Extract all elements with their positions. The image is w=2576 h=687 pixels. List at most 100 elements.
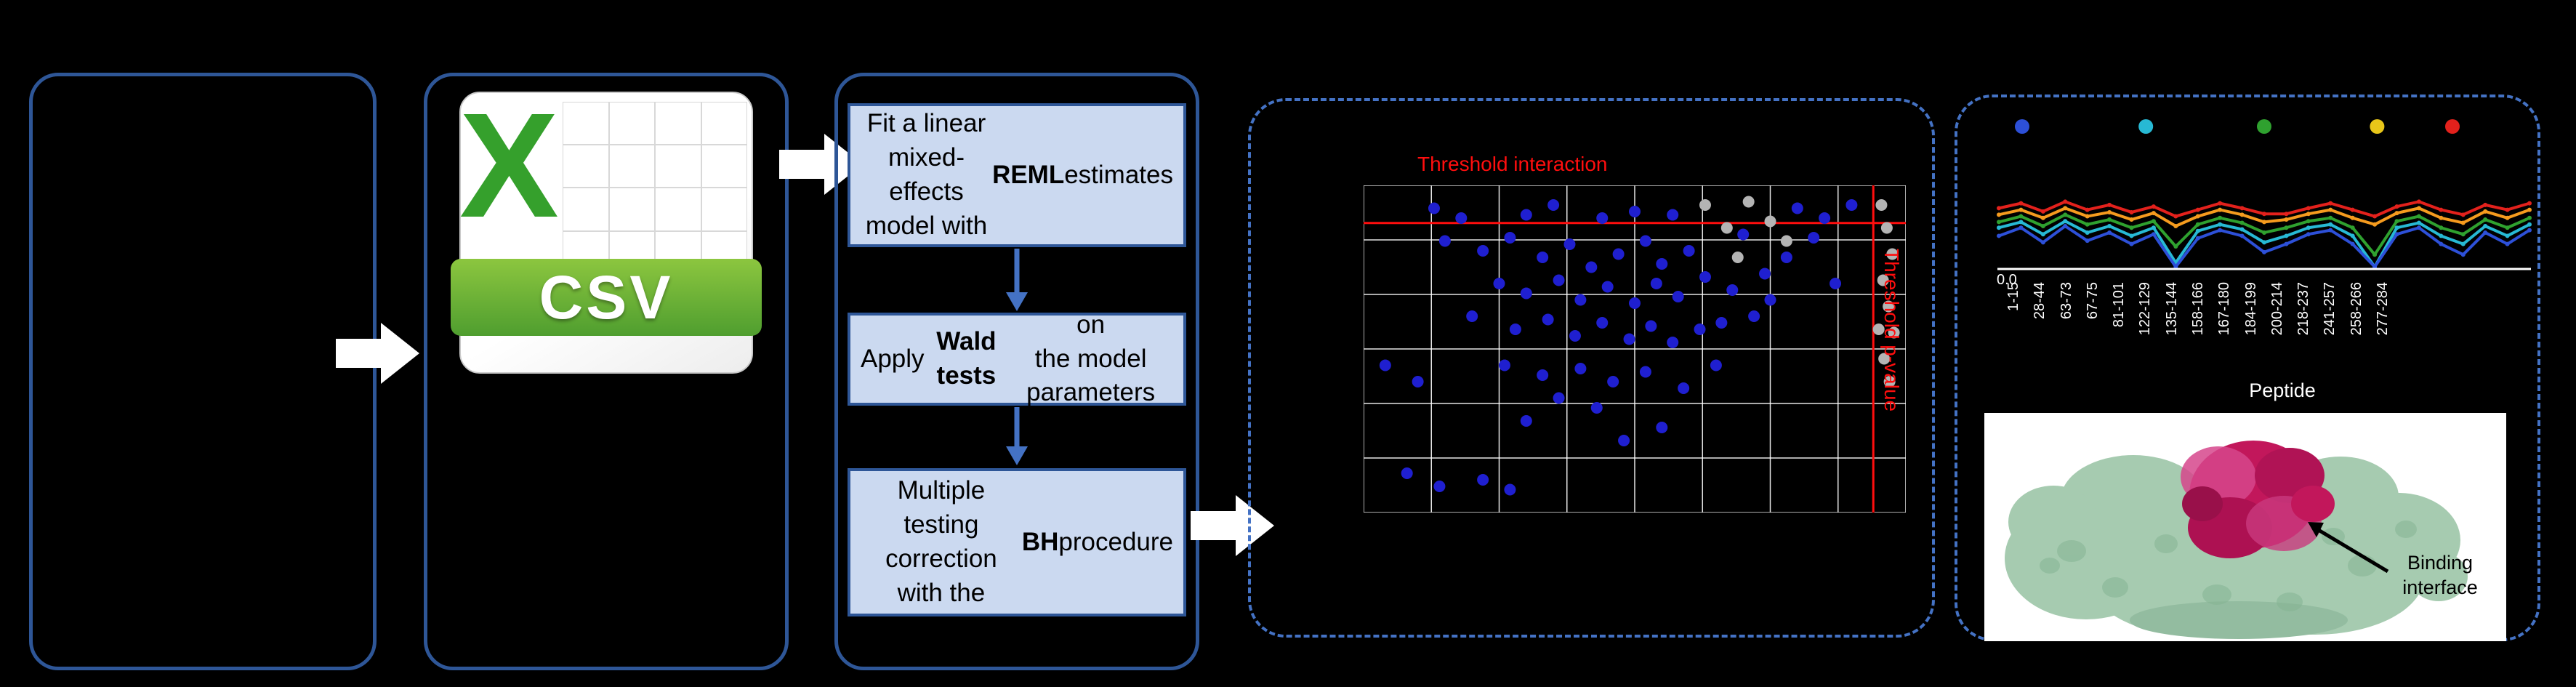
- line-point: [2284, 225, 2289, 230]
- peptide-tick: 122-129: [2132, 282, 2158, 335]
- text-segment: Wald tests: [936, 327, 997, 390]
- scatter-point-blue-points: [1574, 294, 1587, 306]
- text-segment: Apply: [861, 344, 925, 373]
- peptide-tick: 158-166: [2185, 282, 2211, 335]
- peptide-tick-text: 28-44: [2032, 282, 2048, 320]
- line-point: [2350, 207, 2355, 212]
- line-point: [2239, 212, 2245, 217]
- peptide-tick: 258-266: [2343, 282, 2369, 335]
- peptide-tick: 63-73: [2053, 282, 2080, 319]
- line-point: [2262, 240, 2266, 245]
- line-point: [2306, 212, 2311, 217]
- line-point: [2239, 220, 2245, 225]
- scatter-point-blue-points: [1623, 333, 1635, 345]
- csv-grid-cell: [655, 102, 701, 145]
- scatter-point-blue-points: [1547, 199, 1560, 211]
- scatter-point-blue-points: [1590, 402, 1603, 414]
- line-point: [2085, 207, 2090, 212]
- scatter-point-blue-points: [1650, 278, 1662, 289]
- scatter-point-blue-points: [1477, 245, 1489, 257]
- scatter-point-gray-points: [1764, 215, 1776, 228]
- scatter-point-blue-points: [1493, 278, 1505, 289]
- line-point: [2195, 222, 2200, 227]
- line-point: [2394, 211, 2399, 216]
- line-point: [2350, 241, 2355, 246]
- scatter-point-blue-points: [1607, 376, 1619, 387]
- line-point: [2306, 206, 2311, 211]
- scatter-point-gray-points: [1872, 324, 1885, 335]
- line-point: [2394, 219, 2399, 224]
- csv-grid-cell: [655, 145, 701, 188]
- line-point: [2372, 214, 2378, 219]
- excel-x-logo: X: [459, 82, 559, 249]
- line-point: [2372, 252, 2378, 257]
- line-point: [2107, 230, 2112, 235]
- scatter-point-blue-points: [1699, 271, 1711, 283]
- legend-marker: [2138, 119, 2154, 134]
- panel-csv-input: [424, 73, 789, 670]
- line-point: [2439, 207, 2444, 212]
- scatter-point-blue-points: [1601, 281, 1614, 293]
- line-point: [2394, 204, 2399, 209]
- scatter-point-blue-points: [1791, 202, 1803, 214]
- line-point: [2129, 209, 2134, 214]
- scatter-point-blue-points: [1455, 212, 1468, 224]
- line-point: [2306, 232, 2311, 237]
- line-point: [2460, 252, 2466, 257]
- line-point: [2129, 233, 2134, 238]
- line-point: [2262, 249, 2266, 254]
- line-point: [2195, 228, 2200, 233]
- line-point: [2306, 219, 2311, 224]
- scatter-point-blue-points: [1726, 284, 1739, 296]
- line-point: [2328, 228, 2333, 233]
- scatter-point-blue-points: [1466, 310, 1478, 322]
- line-point: [2460, 241, 2466, 246]
- scatter-point-blue-points: [1498, 359, 1510, 371]
- line-point: [2416, 199, 2421, 204]
- scatter-point-gray-points: [1878, 353, 1891, 365]
- line-point: [2284, 241, 2289, 246]
- scatter-point-blue-points: [1563, 238, 1576, 250]
- line-point: [1997, 225, 2001, 230]
- line-point: [2195, 236, 2200, 241]
- line-point: [2129, 225, 2134, 230]
- line-point: [2218, 207, 2223, 212]
- line-point: [2173, 224, 2178, 228]
- line-point: [1997, 206, 2001, 211]
- binding-interface-arrow: [2308, 522, 2389, 574]
- line-point: [2527, 201, 2532, 206]
- peptide-tick-text: 277-284: [2374, 282, 2391, 336]
- scatter-point-blue-points: [1520, 209, 1532, 221]
- protein-structure-svg: [2005, 441, 2468, 639]
- line-point: [2505, 225, 2510, 230]
- csv-grid-cell: [701, 188, 747, 231]
- binding-interface-region: [2181, 441, 2335, 558]
- scatter-point-blue-points: [1433, 481, 1446, 492]
- scatter-point-blue-points: [1438, 235, 1451, 247]
- peptide-tick-text: 200-214: [2269, 282, 2285, 336]
- line-point: [2239, 227, 2245, 232]
- csv-grid-cell: [608, 145, 655, 188]
- line-point: [2151, 219, 2156, 224]
- line-point: [2328, 201, 2333, 206]
- scatter-point-blue-points: [1656, 258, 1668, 270]
- scatter-point-blue-points: [1428, 202, 1440, 214]
- scatter-point-blue-points: [1694, 324, 1706, 335]
- scatter-point-blue-points: [1412, 376, 1424, 387]
- peptide-tick: 28-44: [2026, 282, 2053, 319]
- csv-grid-cell: [608, 102, 655, 145]
- peptide-tick-text: 258-266: [2348, 282, 2364, 336]
- peptide-tick: 81-101: [2106, 282, 2132, 327]
- line-point: [2218, 201, 2223, 206]
- peptide-tick: 67-75: [2080, 282, 2106, 319]
- scatter-point-blue-points: [1520, 287, 1532, 300]
- line-point: [2173, 244, 2178, 249]
- peptide-line-chart: [1997, 119, 2532, 270]
- line-point: [2107, 209, 2112, 214]
- scatter-point-blue-points: [1553, 274, 1565, 286]
- text-segment: BH: [1021, 527, 1059, 556]
- csv-grid-cell: [563, 188, 609, 231]
- line-point: [2483, 209, 2488, 214]
- binding-interface-label: Binding interface: [2402, 552, 2478, 598]
- scatter-point-blue-points: [1509, 324, 1521, 335]
